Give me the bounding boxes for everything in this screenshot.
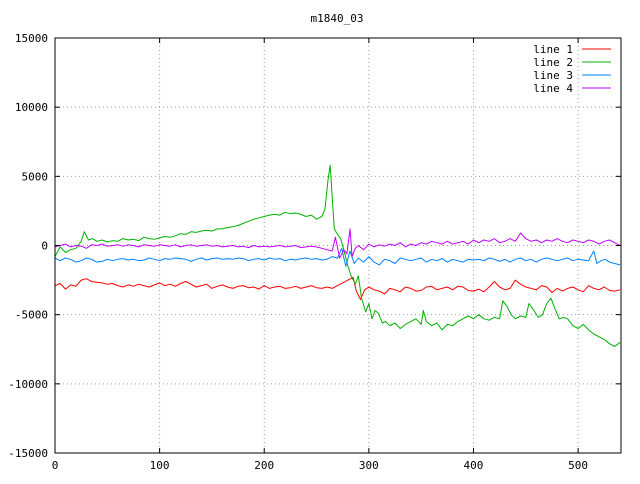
y-tick-label: 5000 xyxy=(22,170,49,183)
legend-label-3: line 3 xyxy=(533,69,573,82)
x-tick-label: 100 xyxy=(150,459,170,472)
legend-label-2: line 2 xyxy=(533,56,573,69)
series-line-4 xyxy=(54,228,621,259)
y-tick-label: 15000 xyxy=(15,32,48,45)
x-tick-label: 200 xyxy=(254,459,274,472)
chart-title: m1840_03 xyxy=(311,12,364,25)
x-tick-label: 300 xyxy=(359,459,379,472)
series-line-2 xyxy=(54,164,621,347)
series-lines xyxy=(54,164,621,347)
y-tick-label: -5000 xyxy=(15,309,48,322)
x-tick-label: 400 xyxy=(464,459,484,472)
series-line-3 xyxy=(54,247,621,267)
series-line-1 xyxy=(54,276,621,300)
legend-label-4: line 4 xyxy=(533,82,573,95)
legend-label-1: line 1 xyxy=(533,43,573,56)
y-tick-label: 10000 xyxy=(15,101,48,114)
y-tick-label: 0 xyxy=(41,240,48,253)
x-tick-label: 500 xyxy=(568,459,588,472)
axis-ticks: 0 100 200 300 400 500 -15000 -10000 -5000 0 5000 10… xyxy=(8,32,621,472)
y-tick-label: -10000 xyxy=(8,378,48,391)
x-tick-label: 0 xyxy=(52,459,59,472)
y-tick-label: -15000 xyxy=(8,447,48,460)
